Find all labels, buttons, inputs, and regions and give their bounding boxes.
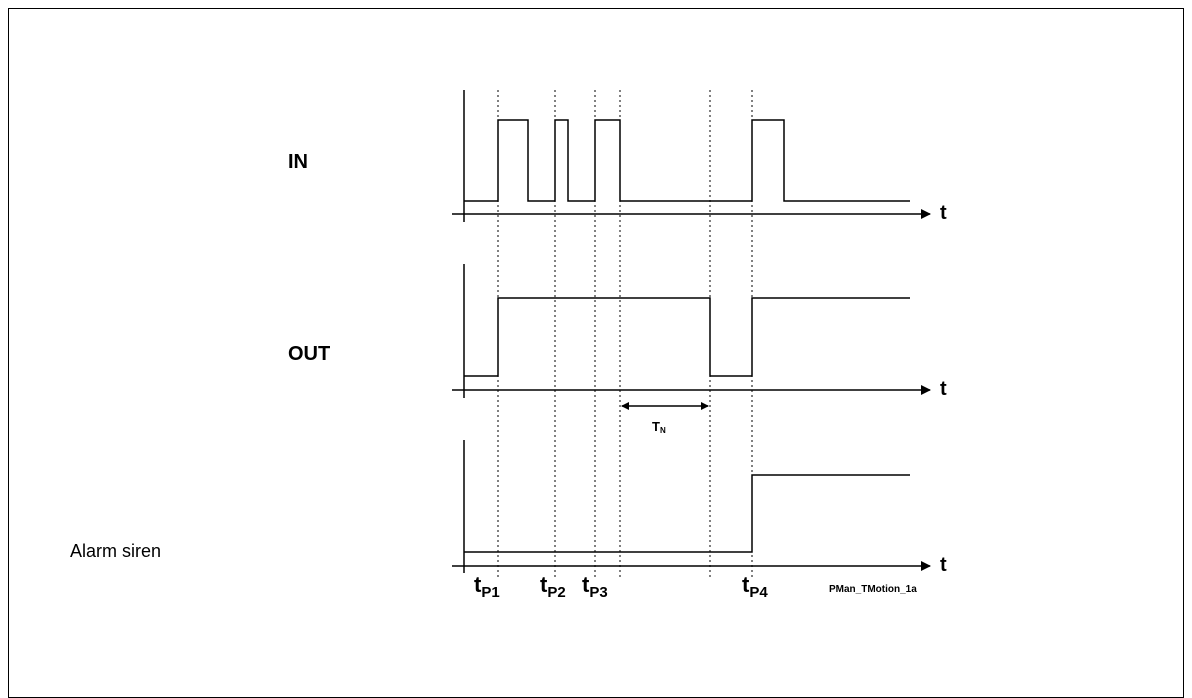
alarm-axis-t-label: t <box>940 554 947 576</box>
alarm-waveform <box>464 474 910 553</box>
tp3-label: tP3 <box>582 572 608 601</box>
diagram-frame <box>8 8 1184 698</box>
in-waveform <box>464 119 910 202</box>
tn-label: TN <box>652 419 666 435</box>
figure-id: PMan_TMotion_1a <box>829 584 917 595</box>
tp1-label: tP1 <box>474 572 500 601</box>
out-signal-label: OUT <box>288 343 331 365</box>
out-waveform <box>464 297 910 377</box>
out-axis-t-label: t <box>940 378 947 400</box>
in-signal-label: IN <box>288 151 308 173</box>
time-marker-lines <box>497 90 753 578</box>
tp2-label: tP2 <box>540 572 566 601</box>
tp4-label: tP4 <box>742 572 768 601</box>
in-axis-t-label: t <box>940 202 947 224</box>
alarm-signal-label: Alarm siren <box>70 541 162 561</box>
